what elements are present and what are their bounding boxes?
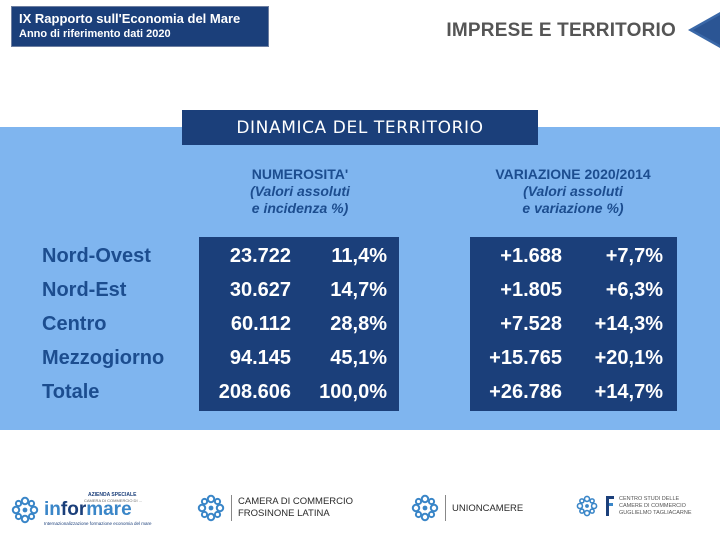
table-row: +7.528 +14,3% (470, 307, 677, 341)
count-value: 94.145 (229, 346, 291, 369)
variazione-header-title: VARIAZIONE 2020/2014 (495, 166, 651, 182)
centro-studi-name: CENTRO STUDI DELLE CAMERE DI COMMERCIO G… (619, 496, 692, 517)
table-row: +26.786 +14,7% (470, 375, 677, 409)
camera-commercio-logo: CAMERA DI COMMERCIO FROSINONE LATINA (197, 494, 353, 522)
variazione-header-sub1: (Valori assoluti (523, 183, 623, 199)
share-value: 14,7% (330, 278, 387, 301)
table-row: +15.765 +20,1% (470, 341, 677, 375)
change-pct-value: +14,3% (594, 312, 663, 335)
unioncamere-name: UNIONCAMERE (452, 502, 524, 514)
change-pct-value: +14,7% (594, 380, 663, 403)
centro-line1: CENTRO STUDI DELLE (619, 495, 680, 502)
count-value: 208.606 (218, 380, 291, 403)
numerosita-header-sub1: (Valori assoluti (250, 183, 350, 199)
informare-top: AZIENDA SPECIALE (88, 492, 137, 498)
change-abs-value: +15.765 (489, 346, 562, 369)
region-label: Totale (42, 381, 100, 403)
count-value: 23.722 (229, 244, 291, 267)
table-row: 94.145 45,1% (199, 341, 399, 375)
tagliacarne-emblem-icon (601, 494, 615, 518)
region-label: Mezzogiorno (42, 347, 165, 369)
informare-logo: AZIENDA SPECIALE CAMERA DI COMMERCIO DI … (11, 492, 156, 526)
report-title-box: IX Rapporto sull'Economia del Mare Anno … (11, 6, 269, 47)
table-row: +1.688 +7,7% (470, 239, 677, 273)
change-abs-value: +7.528 (500, 312, 562, 335)
informare-name-a: in (44, 499, 61, 520)
region-label: Nord-Est (42, 279, 127, 301)
numerosita-header-sub2: e incidenza %) (251, 200, 349, 216)
triangle-left-icon[interactable] (686, 12, 720, 48)
region-label: Centro (42, 313, 107, 335)
share-value: 11,4% (331, 244, 387, 267)
informare-name-b: for (60, 499, 87, 520)
table-row: +1.805 +6,3% (470, 273, 677, 307)
unioncamere-flower-icon (411, 494, 439, 522)
report-title: IX Rapporto sull'Economia del Mare (19, 11, 241, 26)
change-abs-value: +26.786 (489, 380, 562, 403)
centro-line2: CAMERE DI COMMERCIO (619, 502, 686, 509)
informare-wordmark: AZIENDA SPECIALE CAMERA DI COMMERCIO DI … (44, 492, 156, 526)
share-value: 45,1% (330, 346, 387, 369)
camera-name: CAMERA DI COMMERCIO FROSINONE LATINA (238, 496, 353, 520)
change-pct-value: +6,3% (605, 278, 663, 301)
centro-studi-logo: CENTRO STUDI DELLE CAMERE DI COMMERCIO G… (576, 494, 692, 518)
numerosita-header: NUMEROSITA' (Valori assoluti e incidenza… (200, 166, 400, 217)
count-value: 30.627 (229, 278, 291, 301)
footer-logos: AZIENDA SPECIALE CAMERA DI COMMERCIO DI … (0, 485, 720, 535)
share-value: 100,0% (319, 380, 387, 403)
count-value: 60.112 (230, 312, 291, 335)
informare-name-c: mare (86, 499, 132, 520)
share-value: 28,8% (330, 312, 387, 335)
change-abs-value: +1.688 (500, 244, 562, 267)
section-title: IMPRESE E TERRITORIO (446, 20, 676, 41)
informare-top2: CAMERA DI COMMERCIO DI ... (84, 498, 143, 503)
region-labels: Nord-Ovest Nord-Est Centro Mezzogiorno T… (42, 239, 202, 409)
centro-line3: GUGLIELMO TAGLIACARNE (619, 509, 692, 516)
variazione-header: VARIAZIONE 2020/2014 (Valori assoluti e … (463, 166, 683, 217)
logo-divider (445, 495, 446, 521)
logo-divider (231, 495, 232, 521)
camera-line1: CAMERA DI COMMERCIO (238, 496, 354, 507)
table-row: 30.627 14,7% (199, 273, 399, 307)
change-pct-value: +20,1% (594, 346, 663, 369)
report-subtitle: Anno di riferimento dati 2020 (19, 28, 171, 40)
panel-title: DINAMICA DEL TERRITORIO (182, 110, 538, 145)
camera-flower-icon (197, 494, 225, 522)
variazione-table: +1.688 +7,7% +1.805 +6,3% +7.528 +14,3% … (470, 237, 677, 411)
variazione-header-sub2: e variazione %) (522, 200, 624, 216)
unioncamere-logo: UNIONCAMERE (411, 494, 523, 522)
numerosita-header-title: NUMEROSITA' (251, 166, 349, 182)
informare-flower-icon (11, 496, 39, 524)
camera-line2: FROSINONE LATINA (238, 508, 330, 519)
informare-tagline: Internazionalizzazione formazione econom… (44, 521, 152, 526)
table-row: 60.112 28,8% (199, 307, 399, 341)
table-row: 208.606 100,0% (199, 375, 399, 409)
change-pct-value: +7,7% (605, 244, 663, 267)
region-label: Nord-Ovest (42, 245, 151, 267)
change-abs-value: +1.805 (500, 278, 562, 301)
centro-studi-flower-icon (576, 495, 598, 517)
informare-name: informare (44, 500, 132, 520)
table-row: 23.722 11,4% (199, 239, 399, 273)
numerosita-table: 23.722 11,4% 30.627 14,7% 60.112 28,8% 9… (199, 237, 399, 411)
